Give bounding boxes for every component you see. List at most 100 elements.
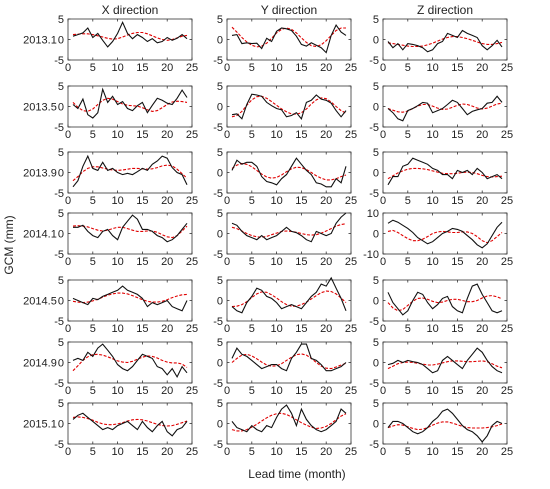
x-tick-label: 10 bbox=[426, 256, 438, 268]
x-tick-label: 25 bbox=[501, 62, 513, 74]
y-tick-label: 0 bbox=[373, 419, 379, 431]
x-tick-label: 25 bbox=[186, 323, 198, 335]
x-tick-label: 15 bbox=[295, 385, 307, 397]
x-tick-label: 20 bbox=[476, 323, 488, 335]
panel: 0 5 10 15 20 25-505 bbox=[213, 147, 357, 207]
x-tick-label: 5 bbox=[249, 385, 255, 397]
panel: 0 5 10 15 20 25-505 bbox=[54, 337, 198, 397]
y-tick-label: -5 bbox=[213, 55, 223, 67]
x-tick-label: 10 bbox=[270, 62, 282, 74]
y-tick-label: 0 bbox=[373, 35, 379, 47]
y-tick-label: 5 bbox=[58, 14, 64, 26]
y-tick-label: 0 bbox=[373, 296, 379, 308]
x-tick-label: 15 bbox=[295, 195, 307, 207]
y-tick-label: 0 bbox=[58, 102, 64, 114]
y-tick-label: 0 bbox=[58, 419, 64, 431]
y-tick-label: 5 bbox=[373, 398, 379, 410]
y-tick-label: -5 bbox=[54, 249, 64, 261]
x-tick-label: 10 bbox=[426, 323, 438, 335]
y-tick-label: 0 bbox=[58, 35, 64, 47]
y-tick-label: 0 bbox=[373, 168, 379, 180]
x-tick-label: 10 bbox=[426, 446, 438, 458]
panel: 0 5 10 15 20 25-505 bbox=[54, 208, 198, 268]
x-tick-label: 15 bbox=[295, 129, 307, 141]
model-series-line bbox=[231, 223, 347, 238]
x-tick-label: 10 bbox=[426, 129, 438, 141]
x-tick-label: 15 bbox=[136, 323, 148, 335]
y-tick-label: 0 bbox=[373, 229, 379, 241]
x-tick-label: 20 bbox=[161, 195, 173, 207]
model-series-line bbox=[387, 102, 503, 113]
x-tick-label: 15 bbox=[451, 446, 463, 458]
x-tick-label: 10 bbox=[426, 385, 438, 397]
panel-frame bbox=[382, 212, 508, 255]
y-tick-label: 5 bbox=[217, 337, 223, 349]
y-tick-label: 10 bbox=[367, 208, 379, 220]
row-label: 2014.1 bbox=[23, 229, 57, 241]
x-tick-label: 10 bbox=[111, 256, 123, 268]
x-tick-label: 5 bbox=[90, 195, 96, 207]
x-tick-label: 15 bbox=[136, 62, 148, 74]
x-tick-label: 0 bbox=[65, 446, 71, 458]
x-tick-label: 20 bbox=[320, 385, 332, 397]
model-series-line bbox=[72, 225, 188, 239]
column-title: X direction bbox=[102, 3, 159, 17]
panel: 0 5 10 15 20 25-505 bbox=[369, 147, 513, 207]
row-labels: 2013.1 2013.5 2013.9 2014.1 2014.5 2014.9 2015… bbox=[23, 35, 57, 431]
y-tick-label: 5 bbox=[58, 337, 64, 349]
x-tick-label: 20 bbox=[476, 256, 488, 268]
y-tick-label: -5 bbox=[54, 55, 64, 67]
x-tick-label: 0 bbox=[380, 256, 386, 268]
y-tick-label: 5 bbox=[58, 81, 64, 93]
row-label: 2013.5 bbox=[23, 102, 57, 114]
model-series-line bbox=[231, 412, 347, 432]
x-tick-label: 25 bbox=[501, 256, 513, 268]
x-tick-label: 5 bbox=[90, 129, 96, 141]
panel: 0 5 10 15 20 25-505 bbox=[54, 81, 198, 141]
x-tick-label: 5 bbox=[405, 256, 411, 268]
column-title: Z direction bbox=[417, 3, 473, 17]
y-tick-label: 0 bbox=[217, 102, 223, 114]
y-tick-label: -5 bbox=[54, 316, 64, 328]
model-series-line bbox=[387, 36, 503, 48]
x-tick-label: 10 bbox=[426, 195, 438, 207]
x-tick-label: 20 bbox=[320, 195, 332, 207]
panel-frame bbox=[382, 151, 508, 194]
x-tick-label: 5 bbox=[249, 446, 255, 458]
x-tick-label: 20 bbox=[161, 385, 173, 397]
panel: 0 5 10 15 20 25-505 bbox=[54, 398, 198, 458]
x-tick-label: 25 bbox=[345, 323, 357, 335]
x-tick-label: 20 bbox=[320, 129, 332, 141]
x-tick-label: 5 bbox=[90, 385, 96, 397]
x-tick-label: 20 bbox=[320, 256, 332, 268]
y-tick-label: 0 bbox=[217, 296, 223, 308]
x-tick-label: 25 bbox=[186, 195, 198, 207]
x-tick-label: 0 bbox=[65, 385, 71, 397]
panel: 0 5 10 15 20 25-505 bbox=[369, 14, 513, 74]
y-tick-label: 0 bbox=[217, 419, 223, 431]
y-tick-label: -5 bbox=[54, 439, 64, 451]
x-tick-label: 0 bbox=[65, 323, 71, 335]
y-tick-label: -5 bbox=[54, 378, 64, 390]
observed-series-line bbox=[387, 157, 503, 186]
x-tick-label: 0 bbox=[65, 256, 71, 268]
y-tick-label: 5 bbox=[373, 81, 379, 93]
y-tick-label: 0 bbox=[58, 358, 64, 370]
x-tick-label: 15 bbox=[451, 129, 463, 141]
x-tick-label: 20 bbox=[161, 129, 173, 141]
x-tick-label: 20 bbox=[161, 62, 173, 74]
x-tick-label: 15 bbox=[451, 323, 463, 335]
x-tick-label: 10 bbox=[111, 62, 123, 74]
y-tick-label: -5 bbox=[213, 188, 223, 200]
y-tick-label: -5 bbox=[213, 249, 223, 261]
observed-series-line bbox=[231, 24, 347, 54]
observed-series-line bbox=[231, 212, 347, 243]
observed-series-line bbox=[72, 285, 188, 312]
x-tick-label: 25 bbox=[501, 385, 513, 397]
x-tick-label: 5 bbox=[405, 446, 411, 458]
panel-frame bbox=[67, 279, 193, 322]
observed-series-line bbox=[231, 93, 347, 120]
panel: 0 5 10 15 20 25-505 bbox=[54, 14, 198, 74]
x-tick-label: 5 bbox=[90, 62, 96, 74]
